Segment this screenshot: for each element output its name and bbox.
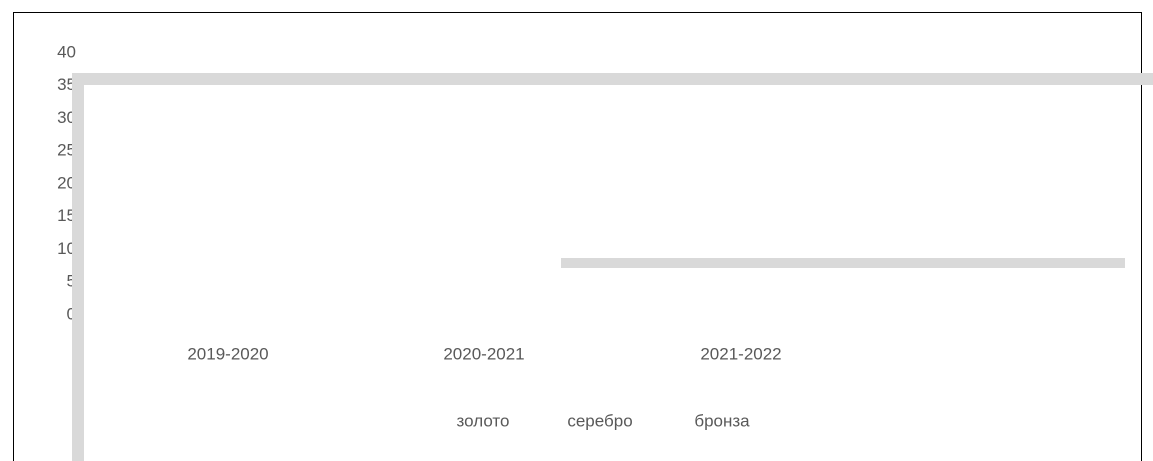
artifact-bar	[561, 258, 1125, 268]
x-tick-label: 2019-2020	[187, 344, 268, 363]
y-tick-label: 40	[57, 42, 76, 61]
y-tick-label: 5	[67, 272, 76, 291]
y-tick-label: 30	[57, 108, 76, 127]
x-tick-label: 2020-2021	[443, 344, 524, 363]
y-tick-label: 15	[57, 206, 76, 225]
legend-label: золото	[457, 411, 510, 430]
x-tick-label: 2021-2022	[700, 344, 781, 363]
artifact-bar	[72, 73, 84, 461]
legend-label: бронза	[694, 411, 750, 430]
y-tick-label: 25	[57, 141, 76, 160]
y-tick-label: 35	[57, 75, 76, 94]
y-tick-label: 0	[67, 304, 76, 323]
y-tick-label: 20	[57, 173, 76, 192]
chart-border	[13, 12, 1142, 461]
y-tick-label: 10	[57, 239, 76, 258]
legend-label: серебро	[567, 411, 632, 430]
artifact-bar	[72, 73, 1153, 85]
